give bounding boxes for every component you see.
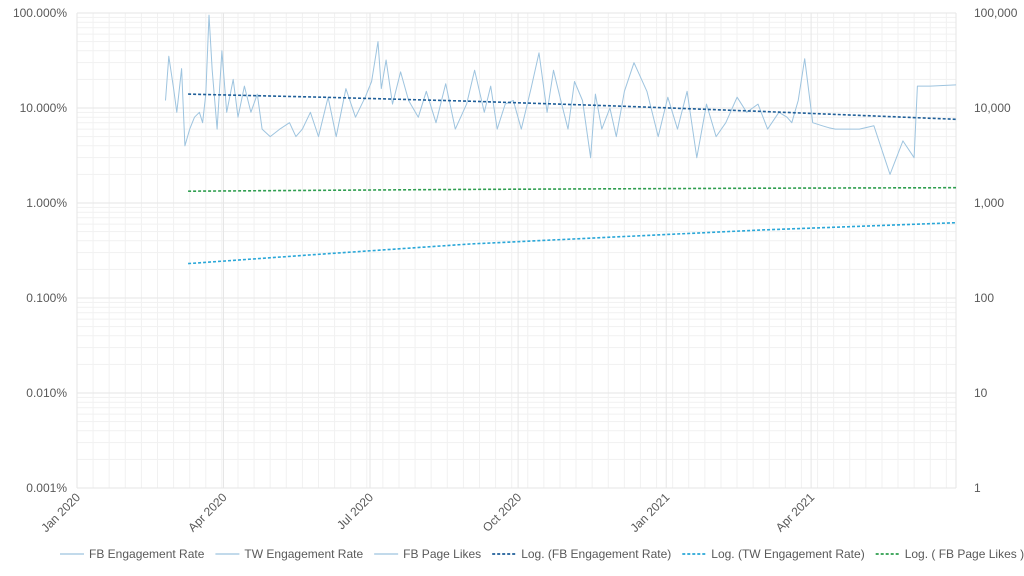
y-left-tick-label: 10.000% [20,101,68,115]
x-tick-label: Apr 2020 [185,490,230,535]
series-line-fb_rate [165,14,957,175]
y-right-tick-label: 1,000 [974,196,1004,210]
y-right-tick-labels: 1 10 100 1,000 10,000 100,000 [974,6,1018,495]
x-tick-label: Oct 2020 [480,490,525,535]
y-right-tick-label: 100,000 [974,6,1018,20]
legend-label-fb_likes: FB Page Likes [403,547,481,561]
grid-minor [76,13,956,488]
series-line-fb_trend [188,93,957,121]
y-left-tick-label: 100.000% [13,6,67,20]
legend-label-likes_trend: Log. ( FB Page Likes ) [905,547,1024,561]
y-left-tick-label: 1.000% [26,196,67,210]
series-line-tw_trend [188,221,957,265]
y-right-tick-label: 10 [974,386,988,400]
series-layer [165,14,957,265]
y-right-tick-label: 1 [974,481,981,495]
y-right-tick-label: 100 [974,291,994,305]
x-tick-label: Jan 2020 [38,490,83,535]
y-left-tick-labels: 0.001% 0.010% 0.100% 1.000% 10.000% 100.000% [13,6,67,495]
y-right-tick-label: 10,000 [974,101,1011,115]
legend-label-tw_trend: Log. (TW Engagement Rate) [711,547,864,561]
series-line-likes_trend [188,186,957,192]
legend: FB Engagement Rate TW Engagement Rate FB P… [60,547,1024,561]
y-left-tick-label: 0.010% [26,386,67,400]
grid-major [76,12,957,489]
x-tick-label: Jul 2020 [334,490,376,532]
x-tick-label: Jan 2021 [628,490,673,535]
x-tick-labels: Jan 2020 Apr 2020 Jul 2020 Oct 2020 Jan 2021… [38,490,817,535]
legend-label-fb_trend: Log. (FB Engagement Rate) [521,547,671,561]
legend-label-tw_rate: TW Engagement Rate [244,547,363,561]
legend-label-fb_rate: FB Engagement Rate [89,547,205,561]
y-left-tick-label: 0.100% [26,291,67,305]
x-tick-label: Apr 2021 [773,490,818,535]
y-left-tick-label: 0.001% [26,481,67,495]
